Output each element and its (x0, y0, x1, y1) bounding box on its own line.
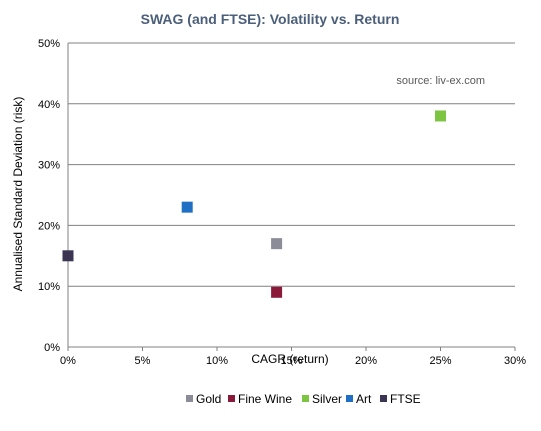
y-tick-label: 40% (38, 99, 60, 111)
y-tick-label: 50% (38, 38, 60, 50)
legend-item-art: Art (346, 392, 372, 406)
legend-label: Silver (312, 392, 342, 406)
grid (68, 42, 515, 287)
x-tick-label: 20% (355, 355, 377, 367)
y-tick-label: 20% (38, 220, 60, 232)
legend-swatch (186, 395, 193, 402)
legend-item-gold: Gold (186, 392, 221, 406)
data-point-fine-wine (271, 286, 283, 298)
data-points (62, 110, 446, 298)
legend-swatch (302, 395, 309, 402)
legend-swatch (380, 395, 387, 402)
x-tick-label: 5% (135, 355, 151, 367)
legend-label: Gold (196, 392, 221, 406)
data-point-ftse (62, 250, 74, 262)
legend-label: FTSE (390, 392, 421, 406)
y-axis-label: Annualised Standard Deviation (risk) (11, 97, 25, 292)
legend-item-ftse: FTSE (380, 392, 421, 406)
x-tick-label: 25% (429, 355, 451, 367)
legend-item-fine-wine: Fine Wine (228, 392, 292, 406)
chart-title: SWAG (and FTSE): Volatility vs. Return (141, 11, 400, 27)
legend-label: Art (356, 392, 372, 406)
y-tick-label: 10% (38, 281, 60, 293)
legend-swatch (228, 395, 235, 402)
y-tick-label: 0% (44, 342, 60, 354)
x-axis-label: CAGR (return) (251, 352, 328, 366)
y-tick-label: 30% (38, 160, 60, 172)
x-tick-label: 0% (60, 355, 76, 367)
data-point-silver (435, 110, 446, 122)
tick-labels: 0% 10% 20% 30% 40% 50% 0% 5% 10% 15% 20% 25% 30% (38, 38, 526, 367)
legend-label: Fine Wine (238, 392, 292, 406)
legend-item-silver: Silver (302, 392, 342, 406)
axes (67, 43, 516, 351)
x-tick-label: 15% (280, 355, 302, 367)
x-tick-label: 30% (504, 355, 526, 367)
legend-swatch (346, 395, 353, 402)
data-point-gold (271, 238, 283, 250)
x-tick-label: 10% (206, 355, 228, 367)
legend: Gold Fine Wine Silver Art FTSE (186, 392, 421, 406)
data-point-art (181, 201, 193, 213)
source-annotation: source: liv-ex.com (396, 75, 485, 87)
